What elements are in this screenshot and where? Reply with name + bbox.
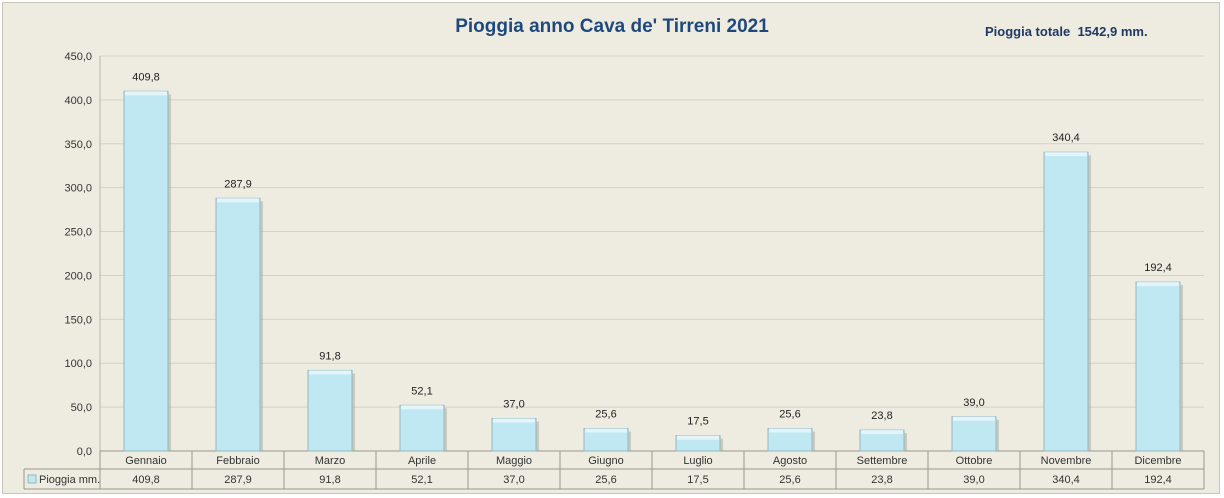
bar-top-highlight — [677, 435, 719, 440]
data-label: 23,8 — [871, 410, 892, 422]
x-tick-label: Dicembre — [1134, 455, 1181, 467]
y-tick-label: 300,0 — [64, 183, 92, 195]
chart-title: Pioggia anno Cava de' Tirreni 2021 — [455, 16, 769, 37]
x-tick-label: Luglio — [683, 455, 712, 467]
bar-top-highlight — [861, 430, 903, 435]
data-label: 25,6 — [779, 409, 800, 421]
bar-top-highlight — [217, 198, 259, 203]
bar — [491, 418, 537, 452]
series-name: Pioggia mm. — [39, 474, 100, 486]
bar — [215, 197, 261, 452]
table-value: 91,8 — [319, 474, 340, 486]
table-value: 52,1 — [411, 474, 432, 486]
y-tick-label: 200,0 — [64, 270, 92, 282]
x-tick-label: Febbraio — [216, 455, 259, 467]
x-tick-label: Novembre — [1041, 455, 1092, 467]
y-tick-label: 100,0 — [64, 358, 92, 370]
table-value: 39,0 — [963, 474, 984, 486]
bar-top-highlight — [1137, 282, 1179, 287]
bar-top-highlight — [1045, 152, 1087, 157]
bar — [123, 90, 169, 452]
chart-subtitle: Pioggia totale 1542,9 mm. — [985, 24, 1148, 39]
bar — [1043, 151, 1089, 452]
bar-top-highlight — [125, 91, 167, 96]
bar-top-highlight — [309, 370, 351, 375]
y-tick-label: 50,0 — [71, 402, 92, 414]
data-label: 17,5 — [687, 416, 708, 428]
bar — [951, 416, 997, 452]
y-tick-label: 350,0 — [64, 139, 92, 151]
y-tick-label: 450,0 — [64, 51, 92, 63]
y-tick-label: 250,0 — [64, 227, 92, 239]
x-tick-label: Aprile — [408, 455, 436, 467]
table-value: 37,0 — [503, 474, 524, 486]
table-value: 25,6 — [595, 474, 616, 486]
x-tick-label: Agosto — [773, 455, 807, 467]
data-label: 39,0 — [963, 397, 984, 409]
data-label: 340,4 — [1052, 132, 1080, 144]
table-value: 25,6 — [779, 474, 800, 486]
x-tick-label: Marzo — [315, 455, 346, 467]
x-tick-label: Gennaio — [125, 455, 167, 467]
x-tick-label: Maggio — [496, 455, 532, 467]
table-value: 17,5 — [687, 474, 708, 486]
x-tick-label: Ottobre — [956, 455, 993, 467]
table-value: 192,4 — [1144, 474, 1172, 486]
y-tick-label: 0,0 — [77, 446, 92, 458]
data-label: 25,6 — [595, 409, 616, 421]
data-label: 192,4 — [1144, 262, 1172, 274]
table-value: 287,9 — [224, 474, 252, 486]
x-tick-label: Giugno — [588, 455, 623, 467]
table-value: 409,8 — [132, 474, 160, 486]
data-label: 287,9 — [224, 178, 252, 190]
bar — [1135, 281, 1181, 452]
legend-key-icon — [27, 474, 37, 484]
data-label: 409,8 — [132, 71, 160, 83]
bar-top-highlight — [493, 418, 535, 423]
bar — [399, 404, 445, 452]
bar-top-highlight — [585, 428, 627, 433]
y-tick-label: 150,0 — [64, 314, 92, 326]
bar-top-highlight — [769, 428, 811, 433]
table-value: 340,4 — [1052, 474, 1080, 486]
y-tick-label: 400,0 — [64, 95, 92, 107]
x-tick-label: Settembre — [857, 455, 908, 467]
data-label: 37,0 — [503, 399, 524, 411]
bar-top-highlight — [953, 416, 995, 421]
data-label: 91,8 — [319, 350, 340, 362]
table-value: 23,8 — [871, 474, 892, 486]
bar — [307, 369, 353, 452]
bar-top-highlight — [401, 405, 443, 410]
data-label: 52,1 — [411, 385, 432, 397]
